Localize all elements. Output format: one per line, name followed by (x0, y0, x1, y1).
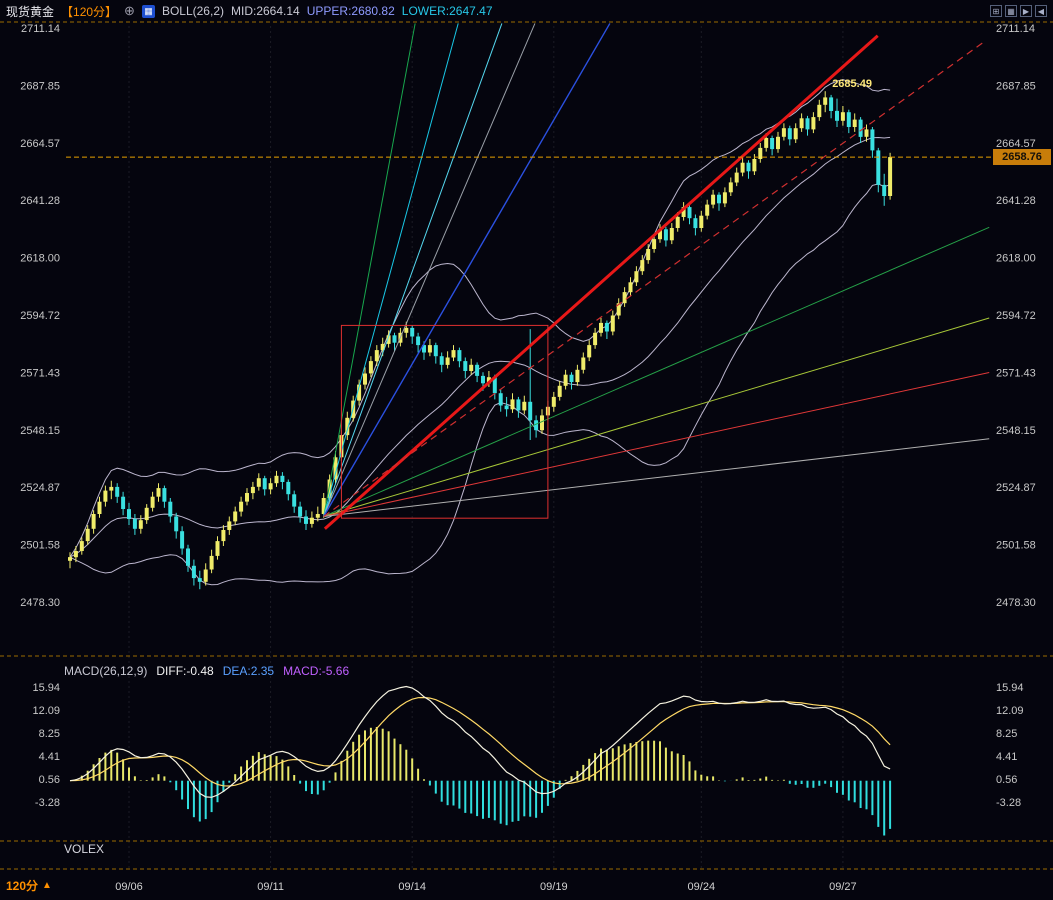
svg-text:2594.72: 2594.72 (996, 310, 1036, 322)
svg-text:2711.14: 2711.14 (996, 23, 1035, 35)
svg-text:2664.57: 2664.57 (20, 138, 60, 150)
macd-dea-value: DEA:2.35 (222, 664, 275, 678)
boll-upper-value: UPPER:2680.82 (306, 4, 395, 18)
add-indicator-icon[interactable]: ⊕ (124, 3, 135, 18)
svg-text:-3.28: -3.28 (996, 797, 1021, 809)
macd-diff-line (69, 685, 891, 798)
timeframe-label: 120分 (6, 879, 39, 893)
svg-text:2618.00: 2618.00 (996, 253, 1036, 265)
svg-text:2618.00: 2618.00 (20, 253, 60, 265)
chart-header: 现货黄金 【120分】 ⊕ ▦ BOLL(26,2) MID:2664.14 U… (0, 0, 1053, 22)
svg-text:09/11: 09/11 (257, 881, 284, 893)
date-gridlines (128, 26, 844, 868)
svg-text:8.25: 8.25 (39, 728, 60, 740)
svg-text:2687.85: 2687.85 (20, 80, 60, 92)
svg-text:09/24: 09/24 (688, 881, 716, 893)
svg-text:2501.58: 2501.58 (996, 540, 1036, 552)
svg-text:2478.30: 2478.30 (996, 597, 1036, 609)
svg-text:0.56: 0.56 (996, 774, 1017, 786)
window-icon-2[interactable]: ▦ (1005, 5, 1017, 17)
svg-text:09/19: 09/19 (540, 881, 568, 893)
svg-text:-3.28: -3.28 (35, 797, 60, 809)
boll-params-label: BOLL(26,2) (161, 4, 224, 18)
main-trend-line (323, 34, 879, 530)
high-price-annotation: 2685.49 (832, 78, 872, 90)
current-price-badge: 2658.76 (993, 149, 1051, 166)
svg-text:2687.85: 2687.85 (996, 80, 1036, 92)
candles-layer[interactable] (68, 91, 893, 590)
svg-text:09/14: 09/14 (398, 881, 426, 893)
svg-text:4.41: 4.41 (39, 751, 60, 763)
macd-macd-value: MACD:-5.66 (283, 664, 350, 678)
timeframe-indicator[interactable]: 120分 ▲ (6, 877, 52, 894)
macd-dea-line (69, 696, 891, 787)
svg-text:15.94: 15.94 (32, 682, 60, 694)
gann-fan-layer[interactable] (323, 23, 990, 530)
bollinger-bands (69, 78, 891, 586)
macd-panel[interactable] (69, 685, 892, 836)
svg-text:2641.28: 2641.28 (996, 195, 1036, 207)
macd-params-label: MACD(26,12,9) (64, 664, 148, 678)
svg-text:15.94: 15.94 (996, 682, 1024, 694)
timeframe-tag: 【120分】 (61, 4, 118, 19)
price-axis-labels: 2711.14 2711.14 2687.85 2687.85 2664.57 2664.… (20, 23, 1036, 809)
svg-text:2711.14: 2711.14 (21, 23, 60, 35)
symbol-name: 现货黄金 (6, 4, 55, 19)
svg-text:2571.43: 2571.43 (996, 367, 1036, 379)
svg-text:2548.15: 2548.15 (20, 425, 60, 437)
window-controls: ⊞ ▦ ▶ ◀ (990, 5, 1047, 17)
svg-text:2664.57: 2664.57 (996, 138, 1036, 150)
macd-info-bar: MACD(26,12,9) DIFF:-0.48 DEA:2.35 MACD:-… (64, 664, 349, 678)
svg-text:2594.72: 2594.72 (20, 310, 60, 322)
svg-text:2641.28: 2641.28 (20, 195, 60, 207)
svg-text:2524.87: 2524.87 (20, 482, 60, 494)
svg-text:09/27: 09/27 (829, 881, 857, 893)
dashed-trend-line (323, 40, 987, 517)
panel-separators (0, 21, 1053, 870)
window-icon-1[interactable]: ⊞ (990, 5, 1002, 17)
svg-text:12.09: 12.09 (32, 705, 60, 717)
selection-rectangle (340, 324, 549, 519)
svg-text:0.56: 0.56 (39, 774, 60, 786)
volex-panel-label: VOLEX (64, 842, 105, 856)
svg-text:2501.58: 2501.58 (20, 540, 60, 552)
up-arrow-icon: ▲ (42, 880, 52, 891)
svg-text:2571.43: 2571.43 (20, 367, 60, 379)
svg-text:12.09: 12.09 (996, 705, 1024, 717)
svg-text:2478.30: 2478.30 (20, 597, 60, 609)
window-icon-3[interactable]: ▶ (1020, 5, 1032, 17)
indicator-icon[interactable]: ▦ (141, 4, 155, 18)
date-axis-labels: 09/06 09/11 09/14 09/19 09/24 09/27 (115, 881, 856, 893)
svg-text:2548.15: 2548.15 (996, 425, 1036, 437)
svg-text:4.41: 4.41 (996, 751, 1017, 763)
svg-text:09/06: 09/06 (115, 881, 143, 893)
svg-text:8.25: 8.25 (996, 728, 1017, 740)
boll-lower-value: LOWER:2647.47 (401, 4, 493, 18)
macd-diff-value: DIFF:-0.48 (156, 664, 214, 678)
window-icon-4[interactable]: ◀ (1035, 5, 1047, 17)
svg-text:2524.87: 2524.87 (996, 482, 1036, 494)
boll-mid-value: MID:2664.14 (231, 4, 300, 18)
